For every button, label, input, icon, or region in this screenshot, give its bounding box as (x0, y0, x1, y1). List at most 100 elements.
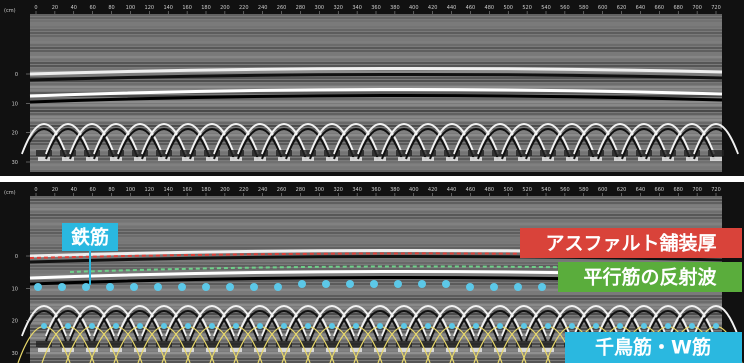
x-tick-label: 500 (503, 187, 513, 193)
staggered-dot (113, 323, 119, 329)
x-tick-label: 80 (108, 187, 114, 193)
texture-band (30, 220, 722, 222)
texture-band (30, 59, 722, 61)
texture-band (30, 20, 722, 22)
staggered-dot (137, 323, 143, 329)
texture-band (30, 104, 722, 106)
rebar-dot (514, 283, 522, 291)
x-tick-label: 0 (34, 187, 37, 193)
texture-band (30, 316, 722, 318)
texture-band (30, 65, 722, 67)
rebar-dot (298, 280, 306, 288)
staggered-dot (689, 323, 695, 329)
deep-echo (614, 157, 626, 161)
texture-band (30, 214, 722, 216)
x-tick-label: 140 (163, 5, 173, 11)
x-tick-label: 640 (636, 187, 646, 193)
staggered-dot (377, 323, 383, 329)
texture-band (30, 56, 722, 58)
x-tick-label: 600 (598, 5, 608, 11)
rebar-dot (322, 280, 330, 288)
texture-band (30, 223, 722, 225)
staggered-label: 千鳥筋・W筋 (595, 336, 711, 359)
rebar-label: 鉄筋 (71, 226, 109, 249)
texture-band (30, 211, 722, 213)
y-tick-label: 30 (12, 160, 18, 166)
texture-band (30, 62, 722, 64)
rebar-dot (442, 280, 450, 288)
texture-band (30, 110, 722, 112)
texture-band (30, 41, 722, 43)
x-tick-label: 560 (560, 187, 570, 193)
rebar-dot (346, 280, 354, 288)
x-tick-label: 80 (108, 5, 114, 11)
texture-band (30, 101, 722, 103)
texture-band (30, 161, 722, 163)
x-tick-label: 680 (673, 5, 683, 11)
x-tick-label: 500 (503, 5, 513, 11)
x-tick-label: 40 (71, 5, 77, 11)
y-tick-label: 0 (15, 72, 18, 78)
texture-band (30, 167, 722, 169)
deep-echo (566, 157, 578, 161)
x-tick-label: 460 (466, 5, 476, 11)
texture-band (30, 32, 722, 34)
staggered-dot (329, 323, 335, 329)
x-tick-label: 100 (126, 5, 136, 11)
x-tick-label: 400 (409, 5, 419, 11)
y-tick-label: 10 (12, 286, 18, 292)
y-tick-label: 0 (15, 254, 18, 260)
texture-band (30, 116, 722, 118)
deep-echo (326, 157, 338, 161)
staggered-dot (449, 323, 455, 329)
x-tick-label: 160 (182, 187, 192, 193)
texture-band (30, 38, 722, 40)
rebar-dot (202, 283, 210, 291)
staggered-dot (233, 323, 239, 329)
deep-echo (494, 157, 506, 161)
y-tick-label: 30 (12, 351, 18, 357)
texture-band (30, 164, 722, 166)
x-tick-label: 600 (598, 187, 608, 193)
x-tick-label: 720 (711, 187, 721, 193)
deep-echo (158, 157, 170, 161)
deep-echo (638, 157, 650, 161)
x-tick-label: 280 (296, 5, 306, 11)
x-tick-label: 440 (447, 5, 457, 11)
x-tick-label: 400 (409, 187, 419, 193)
rebar-dot (178, 283, 186, 291)
x-tick-label: 700 (692, 5, 702, 11)
x-tick-label: 300 (315, 5, 325, 11)
x-tick-label: 0 (34, 5, 37, 11)
staggered-dot (521, 323, 527, 329)
texture-band (30, 199, 722, 201)
rebar-dot (58, 283, 66, 291)
x-tick-label: 120 (145, 5, 155, 11)
deep-echo (134, 157, 146, 161)
staggered-dot (161, 323, 167, 329)
texture-band (30, 107, 722, 109)
deep-echo (350, 157, 362, 161)
gpr-screenshot: (cm)020406080100120140160180200220240260… (0, 0, 744, 363)
staggered-dot (569, 323, 575, 329)
texture-band (30, 298, 722, 300)
rebar-dot (130, 283, 138, 291)
texture-band (30, 50, 722, 52)
staggered-dot (401, 323, 407, 329)
texture-band (30, 217, 722, 219)
x-tick-label: 240 (258, 5, 268, 11)
x-tick-label: 220 (239, 5, 249, 11)
staggered-dot (257, 323, 263, 329)
x-tick-label: 580 (579, 5, 589, 11)
rebar-dot (154, 283, 162, 291)
rebar-dot (538, 283, 546, 291)
texture-band (30, 14, 722, 16)
texture-band (30, 80, 722, 82)
texture-band (30, 137, 722, 139)
unit-label: (cm) (4, 8, 16, 14)
texture-band (30, 29, 722, 31)
rebar-dot (466, 283, 474, 291)
x-tick-label: 120 (145, 187, 155, 193)
x-tick-label: 540 (541, 187, 551, 193)
rebar-dot (82, 283, 90, 291)
